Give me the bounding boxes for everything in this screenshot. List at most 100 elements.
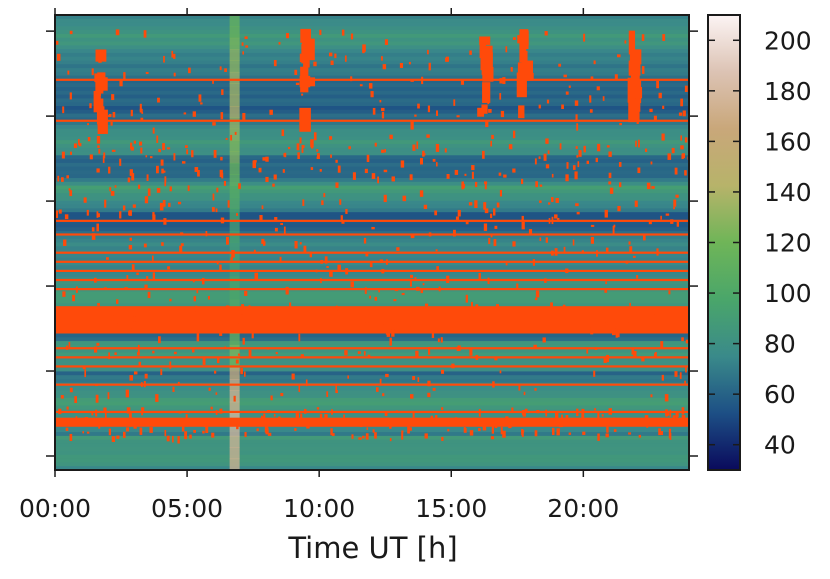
rfi-speck	[534, 430, 538, 437]
rfi-speck	[313, 132, 317, 141]
rfi-speck	[155, 394, 159, 402]
stripe-segment	[229, 151, 240, 164]
rfi-speck	[661, 374, 664, 381]
rfi-speck	[236, 424, 239, 430]
rfi-speck	[583, 145, 586, 153]
rfi-speck	[646, 419, 649, 428]
rfi-speck	[284, 152, 287, 158]
rfi-speck	[364, 287, 367, 294]
rfi-speck	[560, 424, 563, 428]
rfi-speck	[252, 160, 257, 169]
rfi-speck	[186, 149, 189, 155]
rfi-speck	[386, 417, 390, 423]
rfi-speck	[149, 307, 153, 311]
rfi-speck	[152, 255, 154, 261]
burst-blob	[628, 60, 641, 76]
rfi-speck	[574, 323, 577, 329]
spectral-band	[55, 390, 689, 395]
plot-area	[54, 14, 690, 471]
spectral-band	[55, 189, 689, 194]
rfi-speck	[629, 246, 633, 253]
rfi-speck	[428, 232, 432, 237]
rfi-speck	[384, 412, 388, 417]
rfi-speck	[266, 177, 269, 181]
rfi-speck	[473, 417, 477, 425]
rfi-speck	[407, 425, 410, 434]
rfi-speck	[181, 426, 185, 432]
rfi-speck	[414, 114, 417, 117]
rfi-speck	[435, 143, 440, 152]
rfi-speck	[66, 406, 69, 410]
rfi-speck	[67, 70, 70, 75]
rfi-speck	[139, 108, 143, 113]
rfi-speck	[417, 103, 420, 109]
rfi-speck	[212, 80, 214, 84]
rfi-speck	[556, 217, 560, 221]
rfi-speck	[586, 347, 589, 354]
rfi-speck	[664, 394, 669, 402]
rfi-speck	[236, 213, 238, 216]
rfi-speck	[374, 432, 377, 439]
burst-blob	[631, 86, 643, 99]
rfi-speck	[483, 223, 488, 231]
rfi-speck	[538, 104, 541, 109]
stripe-segment	[229, 197, 240, 209]
x-tick-label: 00:00	[19, 494, 91, 523]
rfi-speck	[685, 339, 689, 344]
rfi-speck	[69, 92, 72, 100]
rfi-speck	[568, 85, 571, 88]
rfi-speck	[554, 214, 558, 219]
rfi-speck	[604, 209, 608, 218]
rfi-speck	[543, 153, 547, 161]
spectral-band	[55, 413, 689, 418]
stripe-segment	[229, 367, 240, 380]
spectral-band	[55, 234, 689, 240]
rfi-speck	[500, 426, 503, 435]
rfi-speck	[366, 154, 370, 163]
rfi-speck	[350, 76, 353, 82]
spectral-band	[55, 375, 689, 380]
rfi-speck	[535, 297, 538, 301]
rfi-speck	[672, 415, 676, 423]
rfi-speck	[635, 418, 640, 423]
rfi-speck	[394, 288, 399, 292]
spectral-band	[55, 276, 689, 282]
rfi-speck	[383, 169, 388, 173]
rfi-speck	[221, 89, 224, 95]
spectral-band	[55, 394, 689, 399]
rfi-speck	[226, 236, 229, 245]
rfi-speck	[482, 426, 487, 431]
rfi-speck	[98, 425, 101, 429]
rfi-speck	[301, 147, 304, 153]
rfi-speck	[131, 417, 135, 421]
rfi-speck	[465, 294, 468, 303]
rfi-speck	[341, 420, 345, 427]
rfi-speck	[673, 206, 675, 210]
rfi-speck	[280, 392, 284, 397]
rfi-speck	[211, 432, 215, 438]
rfi-speck	[194, 167, 199, 172]
rfi-speck	[319, 168, 322, 172]
rfi-speck	[474, 181, 478, 188]
spectral-band	[55, 451, 689, 456]
rfi-speck	[160, 368, 163, 376]
rfi-speck	[96, 168, 100, 173]
rfi-speck	[590, 76, 594, 80]
rfi-speck	[78, 143, 82, 147]
rfi-speck	[96, 135, 101, 144]
rfi-speck	[502, 77, 506, 85]
rfi-speck	[512, 168, 516, 173]
burst-blob	[299, 107, 311, 132]
rfi-strong-band	[55, 417, 689, 427]
rfi-speck	[510, 67, 513, 72]
rfi-speck	[86, 431, 90, 434]
rfi-speck	[75, 286, 78, 293]
rfi-speck	[144, 373, 148, 379]
rfi-speck	[608, 408, 613, 415]
rfi-speck	[596, 86, 600, 91]
spectral-band	[55, 197, 689, 202]
rfi-speck	[329, 270, 333, 277]
rfi-speck	[91, 227, 95, 232]
rfi-speck	[383, 194, 387, 203]
rfi-row	[55, 410, 689, 414]
